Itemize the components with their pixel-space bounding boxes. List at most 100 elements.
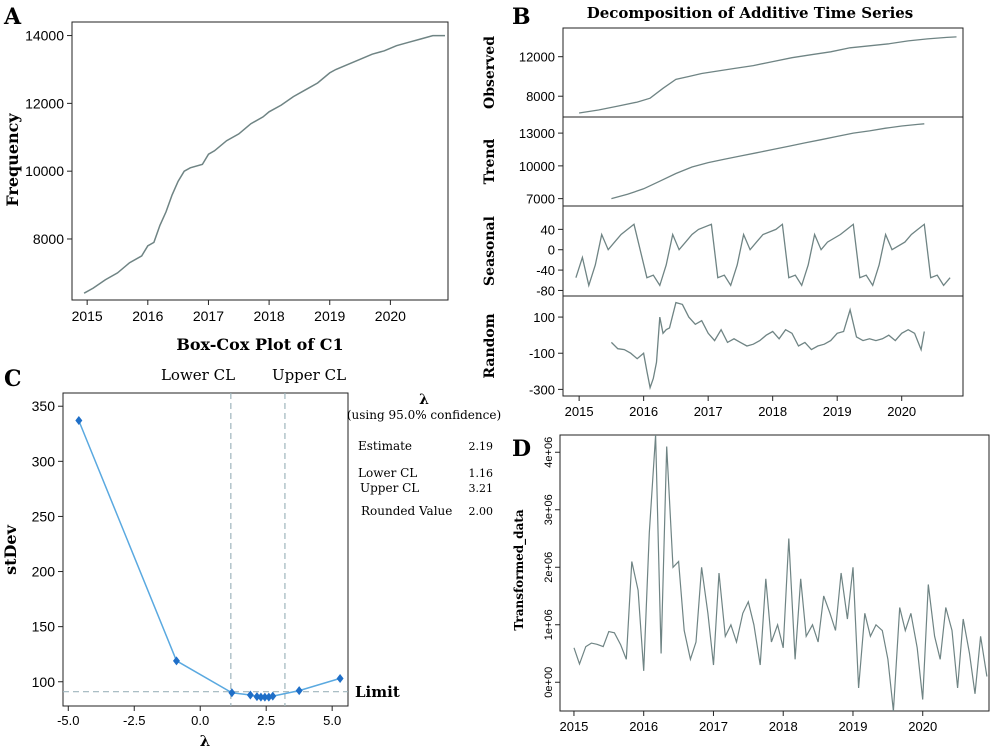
- d-x-tick-label: 2020: [908, 719, 937, 734]
- b-y-tick-label: 12000: [519, 50, 555, 65]
- c-x-tick-label: 0.0: [191, 713, 209, 728]
- panel-c-frame: [62, 392, 349, 707]
- b-x-tick-label: 2016: [629, 404, 658, 419]
- panel-b-letter: B: [512, 4, 531, 30]
- panel-a-frame: [71, 21, 449, 301]
- panel-b-frame: [562, 27, 964, 397]
- stats-confidence: (using 95.0% confidence): [347, 408, 501, 422]
- b-y-tick-label: 0: [548, 243, 555, 258]
- panel-c-reference-lines: [63, 393, 348, 706]
- panel-c-lower-cl-label: Lower CL: [161, 366, 235, 384]
- d-x-tick-label: 2017: [699, 719, 728, 734]
- panel-c-xlabel: λ: [200, 732, 211, 750]
- b-y-tick-label: 100: [533, 310, 555, 325]
- panel-b-title: Decomposition of Additive Time Series: [587, 4, 914, 22]
- b-y-tick-label: 40: [541, 222, 555, 237]
- d-y-tick-label: 1e+06: [543, 609, 555, 640]
- c-point: [228, 688, 236, 698]
- d-x-tick-label: 2015: [559, 719, 588, 734]
- b-x-tick-label: 2015: [565, 404, 594, 419]
- c-point: [269, 691, 277, 701]
- b-y-tick-label: 7000: [526, 192, 555, 207]
- a-x-tick-label: 2017: [193, 308, 224, 324]
- c-x-tick-label: 5.0: [323, 713, 341, 728]
- stats-upper-label: Upper CL: [360, 481, 419, 495]
- stats-lower-value: 1.16: [469, 467, 494, 480]
- stats-rounded-value: 2.00: [469, 505, 494, 518]
- c-point: [257, 692, 265, 702]
- panel-a-x-axis: 2015 2016 2017 2018 2019 2020: [72, 300, 406, 324]
- b-y-tick-label: -100: [529, 346, 555, 361]
- c-y-tick-label: 300: [32, 453, 56, 469]
- b-row-trend: 7000 10000 13000 Trend: [482, 116, 963, 207]
- b-row-random: -300 -100 100 Random: [482, 295, 963, 397]
- d-y-tick-label: 4e+06: [543, 437, 555, 468]
- b-series-line: [575, 223, 951, 288]
- a-x-tick-label: 2019: [314, 308, 345, 324]
- a-x-tick-label: 2015: [72, 308, 103, 324]
- panel-a-y-axis: 8000 10000 12000 14000: [25, 28, 72, 247]
- panel-d-letter: D: [512, 436, 531, 462]
- b-series-line: [610, 301, 925, 391]
- d-x-tick-label: 2016: [629, 719, 658, 734]
- panel-c-series-line: [78, 420, 341, 698]
- stats-lambda-label: λ: [419, 392, 429, 408]
- b-x-tick-label: 2018: [758, 404, 787, 419]
- b-y-tick-label: -80: [536, 283, 555, 298]
- stats-rounded-label: Rounded Value: [361, 504, 452, 518]
- c-y-tick-label: 250: [32, 508, 56, 524]
- a-y-tick-label: 10000: [25, 163, 64, 179]
- panel-c-ylabel: stDev: [1, 524, 20, 574]
- a-x-tick-label: 2020: [375, 308, 406, 324]
- panel-c-points: [75, 416, 344, 702]
- c-point: [295, 686, 303, 696]
- a-x-tick-label: 2016: [132, 308, 163, 324]
- panel-a-letter: A: [3, 4, 22, 30]
- stats-estimate-value: 2.19: [469, 440, 494, 453]
- c-point: [336, 673, 344, 683]
- c-x-tick-label: -2.5: [123, 713, 145, 728]
- b-row-seasonal: -80 -40 0 40 Seasonal: [482, 205, 963, 298]
- c-y-tick-label: 150: [32, 619, 56, 635]
- d-x-tick-label: 2018: [769, 719, 798, 734]
- panel-b-rows: 800012000Observed70001000013000Trend-80-…: [482, 36, 963, 397]
- b-row-label: Seasonal: [482, 216, 498, 286]
- c-y-tick-label: 200: [32, 564, 56, 580]
- b-y-tick-label: 10000: [519, 159, 555, 174]
- c-point: [253, 692, 261, 702]
- c-point: [246, 690, 254, 700]
- a-y-tick-label: 14000: [25, 28, 64, 44]
- b-series-line: [579, 36, 957, 114]
- panel-d-series-line: [573, 434, 988, 712]
- b-y-tick-label: -300: [529, 382, 555, 397]
- panel-c-limit-label: Limit: [355, 683, 400, 701]
- panel-a-xlabel: Box-Cox Plot of C1: [176, 335, 343, 354]
- b-row-label: Trend: [482, 138, 498, 184]
- b-x-tick-label: 2019: [823, 404, 852, 419]
- a-y-tick-label: 12000: [25, 95, 64, 111]
- d-y-tick-label: 0e+00: [543, 667, 555, 698]
- b-y-tick-label: 8000: [526, 89, 555, 104]
- stats-lower-label: Lower CL: [358, 466, 417, 480]
- c-y-tick-label: 100: [32, 674, 56, 690]
- b-row-label: Observed: [482, 36, 498, 109]
- panel-b: B Decomposition of Additive Time Series …: [482, 4, 964, 419]
- b-x-tick-label: 2020: [887, 404, 916, 419]
- panel-a: A Frequency Box-Cox Plot of C1 8000 10000…: [3, 4, 449, 354]
- c-x-tick-label: -5.0: [57, 713, 79, 728]
- c-point: [261, 692, 269, 702]
- d-y-tick-label: 3e+06: [543, 494, 555, 525]
- panel-b-x-axis: 2015 2016 2017 2018 2019 2020: [565, 396, 916, 419]
- panel-d: D Transformed_data 0e+00 1e+06 2e+06 3e+06 4…: [512, 434, 990, 734]
- c-x-tick-label: 2.5: [257, 713, 275, 728]
- panel-d-ylabel: Transformed_data: [512, 509, 527, 631]
- c-point: [75, 416, 83, 426]
- panel-c-upper-cl-label: Upper CL: [272, 366, 346, 384]
- b-x-tick-label: 2017: [694, 404, 723, 419]
- panel-c: C Lower CL Upper CL stDev λ 100 150 200 250…: [1, 366, 501, 750]
- panel-c-letter: C: [4, 366, 22, 392]
- panel-c-x-axis: -5.0 -2.5 0.0 2.5 5.0: [57, 706, 341, 728]
- stats-upper-value: 3.21: [469, 482, 494, 495]
- d-x-tick-label: 2019: [839, 719, 868, 734]
